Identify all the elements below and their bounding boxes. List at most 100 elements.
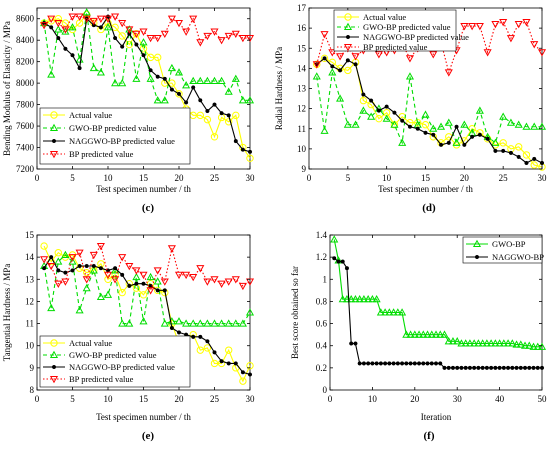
y-tick-label: 14 [25, 252, 35, 262]
data-point [366, 361, 371, 366]
data-point [423, 130, 428, 135]
data-point [233, 139, 238, 144]
legend-marker [51, 364, 57, 370]
data-point [320, 31, 329, 39]
data-point [381, 308, 390, 316]
data-point [533, 342, 542, 350]
data-point [433, 361, 439, 366]
data-point [148, 68, 153, 73]
data-point [189, 15, 198, 23]
legend-marker [344, 13, 352, 21]
data-point [465, 339, 474, 347]
data-point [522, 365, 528, 370]
data-point [225, 346, 233, 354]
y-tick-label: 8600 [16, 14, 35, 24]
data-point [61, 27, 70, 35]
data-point [245, 34, 255, 43]
data-point [322, 56, 327, 61]
data-point [343, 120, 352, 128]
y-tick-label: 15 [25, 230, 35, 240]
data-point [344, 66, 352, 75]
legend-entry: NAGGWO-BP predicted value [337, 32, 469, 42]
x-tick-label: 40 [495, 394, 505, 404]
data-point [353, 341, 358, 346]
data-point [320, 54, 329, 63]
data-point [196, 319, 205, 327]
data-point [182, 28, 191, 36]
data-point [155, 74, 160, 79]
data-point [153, 267, 162, 275]
data-point [203, 76, 212, 85]
series-1 [332, 256, 545, 370]
data-point [421, 110, 430, 118]
data-point [96, 243, 105, 251]
x-tick-label: 30 [538, 173, 548, 183]
data-point [70, 53, 75, 58]
data-point [113, 266, 118, 271]
data-point [520, 341, 530, 349]
legend-label: Actual value [69, 338, 112, 348]
data-point [205, 108, 210, 114]
data-point [522, 151, 531, 159]
data-point [493, 365, 498, 370]
legend-entry: GWO-BP predicted value [43, 350, 157, 360]
legend-label: BP predicted value [69, 149, 134, 159]
data-point [139, 317, 148, 325]
data-point [160, 96, 169, 104]
data-point [245, 308, 255, 316]
data-point [182, 319, 191, 327]
data-point [431, 132, 436, 137]
data-point [96, 15, 105, 23]
data-point [391, 361, 396, 366]
x-tick-label: 15 [139, 394, 149, 404]
data-point [83, 268, 91, 277]
data-point [383, 361, 388, 366]
legend-label: BP predicted value [69, 374, 134, 384]
data-point [480, 365, 485, 370]
data-point [120, 44, 125, 49]
data-point [340, 259, 345, 264]
data-point [367, 112, 376, 120]
legend-entry: NAGGWO-BP predicted value [43, 136, 175, 146]
data-point [501, 365, 506, 370]
data-point [245, 96, 255, 104]
data-point [537, 49, 547, 57]
data-point [139, 291, 148, 299]
data-point [40, 242, 48, 250]
data-point [375, 114, 383, 123]
legend-marker [49, 123, 59, 132]
data-point [463, 365, 468, 370]
data-point [246, 361, 254, 370]
data-point [191, 85, 196, 90]
legend-entry: Actual value [337, 12, 406, 22]
data-point [226, 361, 231, 366]
y-tick-label: 7600 [16, 121, 35, 131]
data-point [89, 17, 98, 26]
data-point [82, 15, 91, 23]
data-point [416, 361, 422, 366]
x-axis-label: Iteration [421, 412, 452, 422]
data-point [530, 161, 538, 169]
data-point [510, 365, 515, 370]
data-point [532, 156, 537, 161]
data-point [205, 339, 210, 344]
data-point [61, 278, 70, 286]
y-tick-label: 8 [30, 385, 35, 395]
series-line [43, 254, 251, 325]
data-point [153, 96, 162, 104]
data-point [125, 26, 134, 34]
data-point [56, 268, 61, 273]
data-point [338, 68, 343, 73]
data-point [515, 143, 523, 151]
data-point [436, 122, 446, 130]
data-point [349, 341, 354, 346]
data-point [75, 306, 84, 314]
data-point [330, 235, 339, 243]
data-point [357, 361, 362, 366]
data-point [442, 365, 447, 370]
data-point [217, 280, 226, 288]
data-point [457, 339, 466, 347]
data-point [49, 255, 54, 260]
data-point [393, 308, 402, 316]
series-3 [40, 243, 255, 295]
